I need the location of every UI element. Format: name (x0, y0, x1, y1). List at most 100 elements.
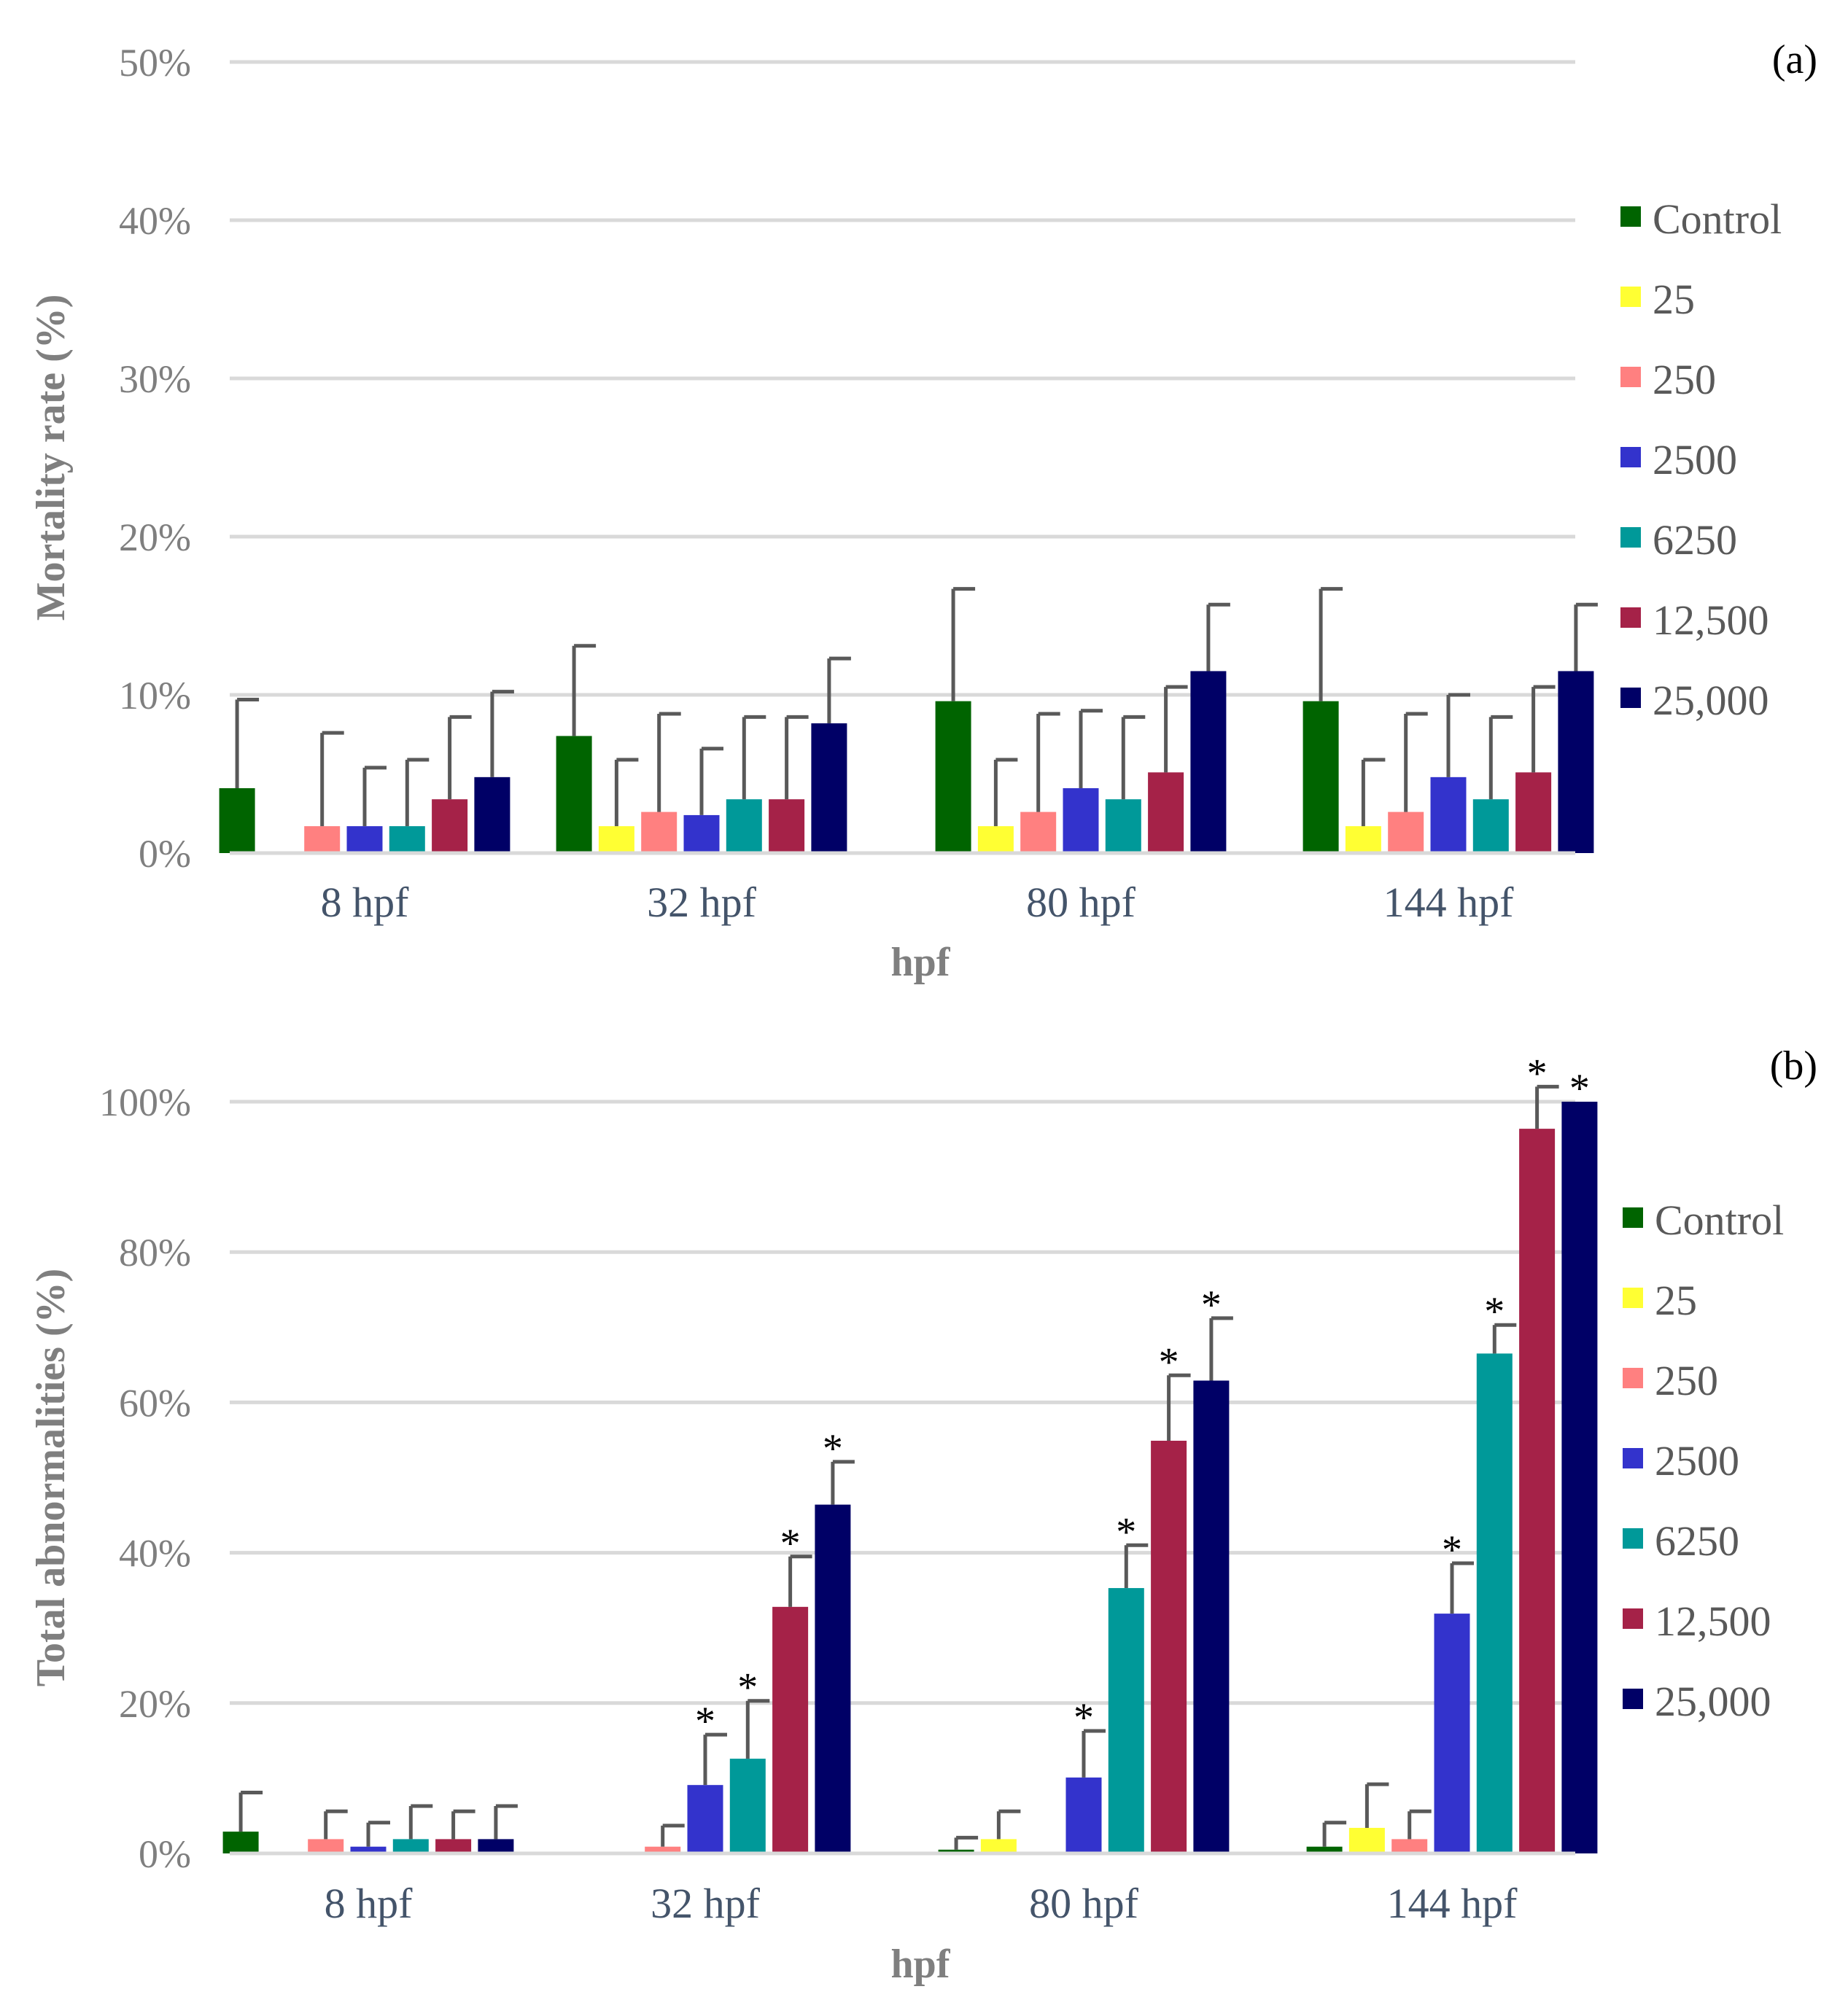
y-tick-label: 0% (139, 1832, 191, 1876)
legend-entry: 250 (1653, 356, 1716, 403)
bar (1020, 812, 1057, 853)
bar (1151, 1440, 1187, 1853)
legend: Control 25 250 2500 6250 12,500 25,000 (1620, 195, 1782, 724)
y-tick-label: 0% (139, 832, 191, 876)
y-axis-title: Mortality rate (%) (28, 295, 74, 621)
legend-entry: Control (1655, 1196, 1784, 1244)
bar (1388, 812, 1424, 853)
y-tick-label: 50% (119, 41, 191, 85)
bar (222, 1832, 259, 1853)
legend-swatch (1620, 527, 1641, 548)
bar (1345, 826, 1381, 853)
bar (598, 826, 634, 853)
legend-entry: 2500 (1655, 1437, 1739, 1484)
legend-entry: Control (1653, 195, 1782, 243)
bar (641, 812, 678, 853)
legend-swatch (1620, 287, 1641, 307)
x-tick-label: 8 hpf (321, 879, 410, 926)
bar (1430, 777, 1467, 853)
bar (435, 1839, 472, 1853)
legend-swatch (1620, 688, 1641, 708)
significance-star: * (1442, 1528, 1462, 1573)
bar (769, 799, 805, 853)
x-tick-label: 32 hpf (651, 1880, 761, 1927)
significance-star: * (1074, 1695, 1094, 1740)
legend-swatch (1623, 1207, 1643, 1228)
legend-entry: 6250 (1655, 1517, 1739, 1565)
legend-swatch (1623, 1368, 1643, 1388)
bar (1306, 1846, 1343, 1853)
bar (1561, 1102, 1598, 1853)
panel-label: (a) (1772, 37, 1817, 82)
bar (432, 799, 468, 853)
bar (811, 723, 847, 853)
significance-star: * (823, 1426, 843, 1471)
bar (1193, 1380, 1230, 1853)
legend-swatch (1623, 1689, 1643, 1709)
bar (1190, 671, 1227, 853)
bar (478, 1839, 514, 1853)
significance-star: * (1484, 1289, 1505, 1334)
significance-star: * (780, 1521, 801, 1566)
legend-entry: 6250 (1653, 516, 1737, 564)
bar (1105, 799, 1141, 853)
legend-entry: 25 (1653, 276, 1695, 323)
bar (1472, 799, 1509, 853)
y-tick-label: 30% (119, 357, 191, 401)
y-tick-label: 60% (119, 1381, 191, 1425)
legend: Control 25 250 2500 6250 12,500 25,000 (1623, 1196, 1784, 1725)
y-tick-label: 80% (119, 1231, 191, 1275)
bar (474, 777, 510, 853)
bar (683, 814, 720, 853)
legend-swatch (1620, 607, 1641, 628)
legend-swatch (1623, 1608, 1643, 1629)
bar (687, 1785, 723, 1853)
bar (219, 788, 255, 853)
bar (1302, 701, 1339, 853)
legend-entry: 25,000 (1653, 677, 1769, 724)
x-axis-title: hpf (891, 1942, 951, 1987)
legend-entry: 250 (1655, 1357, 1718, 1404)
bar (1391, 1839, 1428, 1853)
y-tick-label: 20% (119, 515, 191, 559)
significance-star: * (1527, 1051, 1548, 1096)
y-tick-label: 10% (119, 674, 191, 717)
legend-swatch (1620, 206, 1641, 227)
bar (1065, 1777, 1102, 1853)
significance-star: * (1116, 1509, 1136, 1554)
bar (392, 1839, 429, 1853)
bar (350, 1846, 387, 1853)
chart-panel-1: 0% 10% 20% 30% 40% 50% 8 hpf 32 hpf 80 hpf 144 hp… (28, 37, 1817, 985)
y-tick-label: 40% (119, 1532, 191, 1576)
bar (938, 1849, 974, 1853)
legend-swatch (1620, 447, 1641, 467)
x-tick-label: 80 hpf (1029, 1880, 1139, 1927)
bar (1148, 772, 1184, 853)
significance-star: * (1569, 1066, 1590, 1111)
x-tick-label: 32 hpf (647, 879, 757, 926)
legend-entry: 2500 (1653, 436, 1737, 483)
significance-star: * (737, 1665, 758, 1711)
y-tick-label: 20% (119, 1682, 191, 1726)
bar (308, 1839, 344, 1853)
bar (980, 1839, 1017, 1853)
bar (1519, 1129, 1556, 1853)
bar (1434, 1614, 1470, 1853)
legend-swatch (1623, 1448, 1643, 1468)
legend-swatch (1623, 1528, 1643, 1549)
bar (1515, 772, 1552, 853)
bar (1476, 1353, 1513, 1853)
x-tick-label: 8 hpf (325, 1880, 414, 1927)
bar (556, 736, 592, 853)
bar (815, 1504, 851, 1853)
bar (1063, 788, 1099, 853)
significance-star: * (1159, 1339, 1179, 1385)
bar (1108, 1588, 1144, 1853)
bar (1558, 671, 1594, 853)
bar (389, 826, 425, 853)
bar (645, 1846, 681, 1853)
legend-swatch (1620, 367, 1641, 387)
bar (726, 799, 762, 853)
bar (977, 826, 1014, 853)
